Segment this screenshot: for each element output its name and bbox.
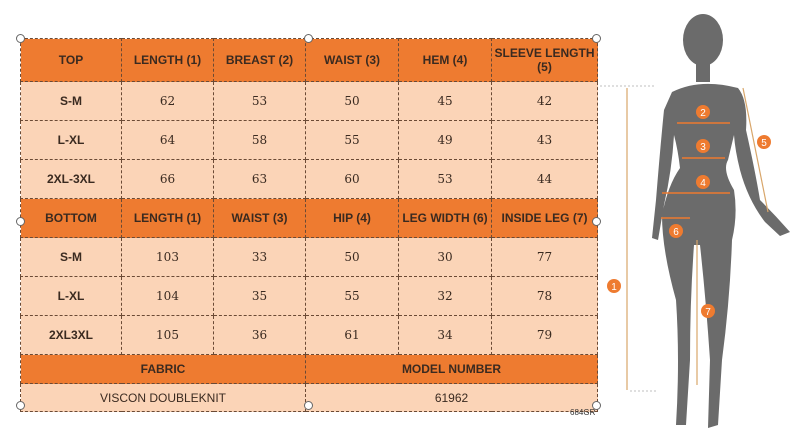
cell: 53 xyxy=(398,159,492,199)
header-cell: HIP (4) xyxy=(305,198,399,238)
header-cell: WAIST (3) xyxy=(213,198,306,238)
fabric-header-row: FABRIC MODEL NUMBER xyxy=(20,354,598,384)
marker-label: 7 xyxy=(705,307,711,318)
model-number-label: MODEL NUMBER xyxy=(305,354,598,384)
resize-handle xyxy=(304,401,313,410)
marker-6-icon xyxy=(669,224,683,238)
marker-label: 5 xyxy=(761,138,767,149)
size-label: S-M xyxy=(20,81,122,121)
header-cell: TOP xyxy=(20,38,122,82)
resize-handle xyxy=(16,217,25,226)
cell: 43 xyxy=(491,120,598,160)
table-row: L-XL 64 58 55 49 43 xyxy=(20,120,598,160)
cell: 78 xyxy=(491,276,598,316)
width-arrows xyxy=(661,122,730,219)
cell: 104 xyxy=(121,276,214,316)
bottom-header-row: BOTTOM LENGTH (1) WAIST (3) HIP (4) LEG … xyxy=(20,198,598,238)
table-row: 2XL-3XL 66 63 60 53 44 xyxy=(20,159,598,199)
cell: 33 xyxy=(213,237,306,277)
cell: 55 xyxy=(305,120,399,160)
cell: 105 xyxy=(121,315,214,355)
resize-handle xyxy=(592,217,601,226)
size-label: S-M xyxy=(20,237,122,277)
cell: 61 xyxy=(305,315,399,355)
cell: 62 xyxy=(121,81,214,121)
cell: 50 xyxy=(305,81,399,121)
resize-handle xyxy=(304,34,313,43)
header-cell: LEG WIDTH (6) xyxy=(398,198,492,238)
marker-1-icon xyxy=(607,279,621,293)
table-row: 2XL3XL 105 36 61 34 79 xyxy=(20,315,598,355)
cell: 45 xyxy=(398,81,492,121)
fabric-value: VISCON DOUBLEKNIT xyxy=(20,383,306,412)
marker-label: 3 xyxy=(700,142,706,153)
silhouette xyxy=(652,14,790,428)
cell: 63 xyxy=(213,159,306,199)
marker-label: 1 xyxy=(611,282,617,293)
marker-label: 4 xyxy=(700,178,706,189)
cell: 34 xyxy=(398,315,492,355)
cell: 35 xyxy=(213,276,306,316)
product-code: 684GR xyxy=(570,408,596,417)
cell: 36 xyxy=(213,315,306,355)
resize-handle xyxy=(16,401,25,410)
marker-icons: 1 2 3 4 5 6 7 xyxy=(607,105,771,318)
measurement-arrows xyxy=(600,85,769,392)
header-cell: SLEEVE LENGTH (5) xyxy=(491,38,598,82)
marker-label: 2 xyxy=(700,108,706,119)
cell: 79 xyxy=(491,315,598,355)
cell: 77 xyxy=(491,237,598,277)
model-number-value: 61962 xyxy=(305,383,598,412)
cell: 53 xyxy=(213,81,306,121)
header-cell: INSIDE LEG (7) xyxy=(491,198,598,238)
fabric-value-row: VISCON DOUBLEKNIT 61962 xyxy=(20,383,598,412)
marker-7-icon xyxy=(701,304,715,318)
marker-label: 6 xyxy=(673,227,679,238)
resize-handle xyxy=(16,34,25,43)
top-header-row: TOP LENGTH (1) BREAST (2) WAIST (3) HEM … xyxy=(20,38,598,82)
cell: 49 xyxy=(398,120,492,160)
header-cell: HEM (4) xyxy=(398,38,492,82)
cell: 50 xyxy=(305,237,399,277)
header-cell: LENGTH (1) xyxy=(121,198,214,238)
marker-2-icon xyxy=(696,105,710,119)
cell: 44 xyxy=(491,159,598,199)
size-chart-table: TOP LENGTH (1) BREAST (2) WAIST (3) HEM … xyxy=(20,38,598,412)
marker-3-icon xyxy=(696,139,710,153)
size-label: L-XL xyxy=(20,276,122,316)
fabric-label: FABRIC xyxy=(20,354,306,384)
header-cell: WAIST (3) xyxy=(305,38,399,82)
cell: 66 xyxy=(121,159,214,199)
table-row: S-M 62 53 50 45 42 xyxy=(20,81,598,121)
header-cell: BOTTOM xyxy=(20,198,122,238)
table-row: S-M 103 33 50 30 77 xyxy=(20,237,598,277)
resize-handle xyxy=(592,401,601,410)
cell: 55 xyxy=(305,276,399,316)
size-label: 2XL-3XL xyxy=(20,159,122,199)
resize-handle xyxy=(592,34,601,43)
cell: 60 xyxy=(305,159,399,199)
marker-5-icon xyxy=(757,135,771,149)
marker-4-icon xyxy=(696,175,710,189)
size-label: L-XL xyxy=(20,120,122,160)
cell: 103 xyxy=(121,237,214,277)
